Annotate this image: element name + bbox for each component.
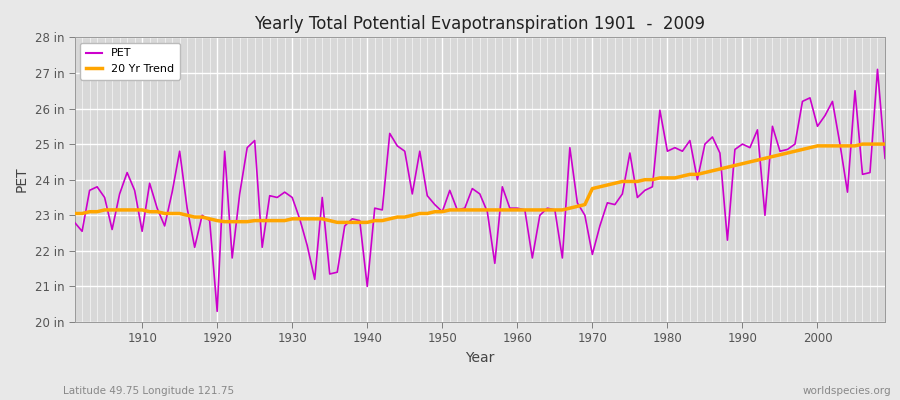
Y-axis label: PET: PET [15,167,29,192]
Text: worldspecies.org: worldspecies.org [803,386,891,396]
Legend: PET, 20 Yr Trend: PET, 20 Yr Trend [80,43,180,80]
Text: Latitude 49.75 Longitude 121.75: Latitude 49.75 Longitude 121.75 [63,386,234,396]
Title: Yearly Total Potential Evapotranspiration 1901  -  2009: Yearly Total Potential Evapotranspiratio… [255,15,706,33]
X-axis label: Year: Year [465,351,494,365]
